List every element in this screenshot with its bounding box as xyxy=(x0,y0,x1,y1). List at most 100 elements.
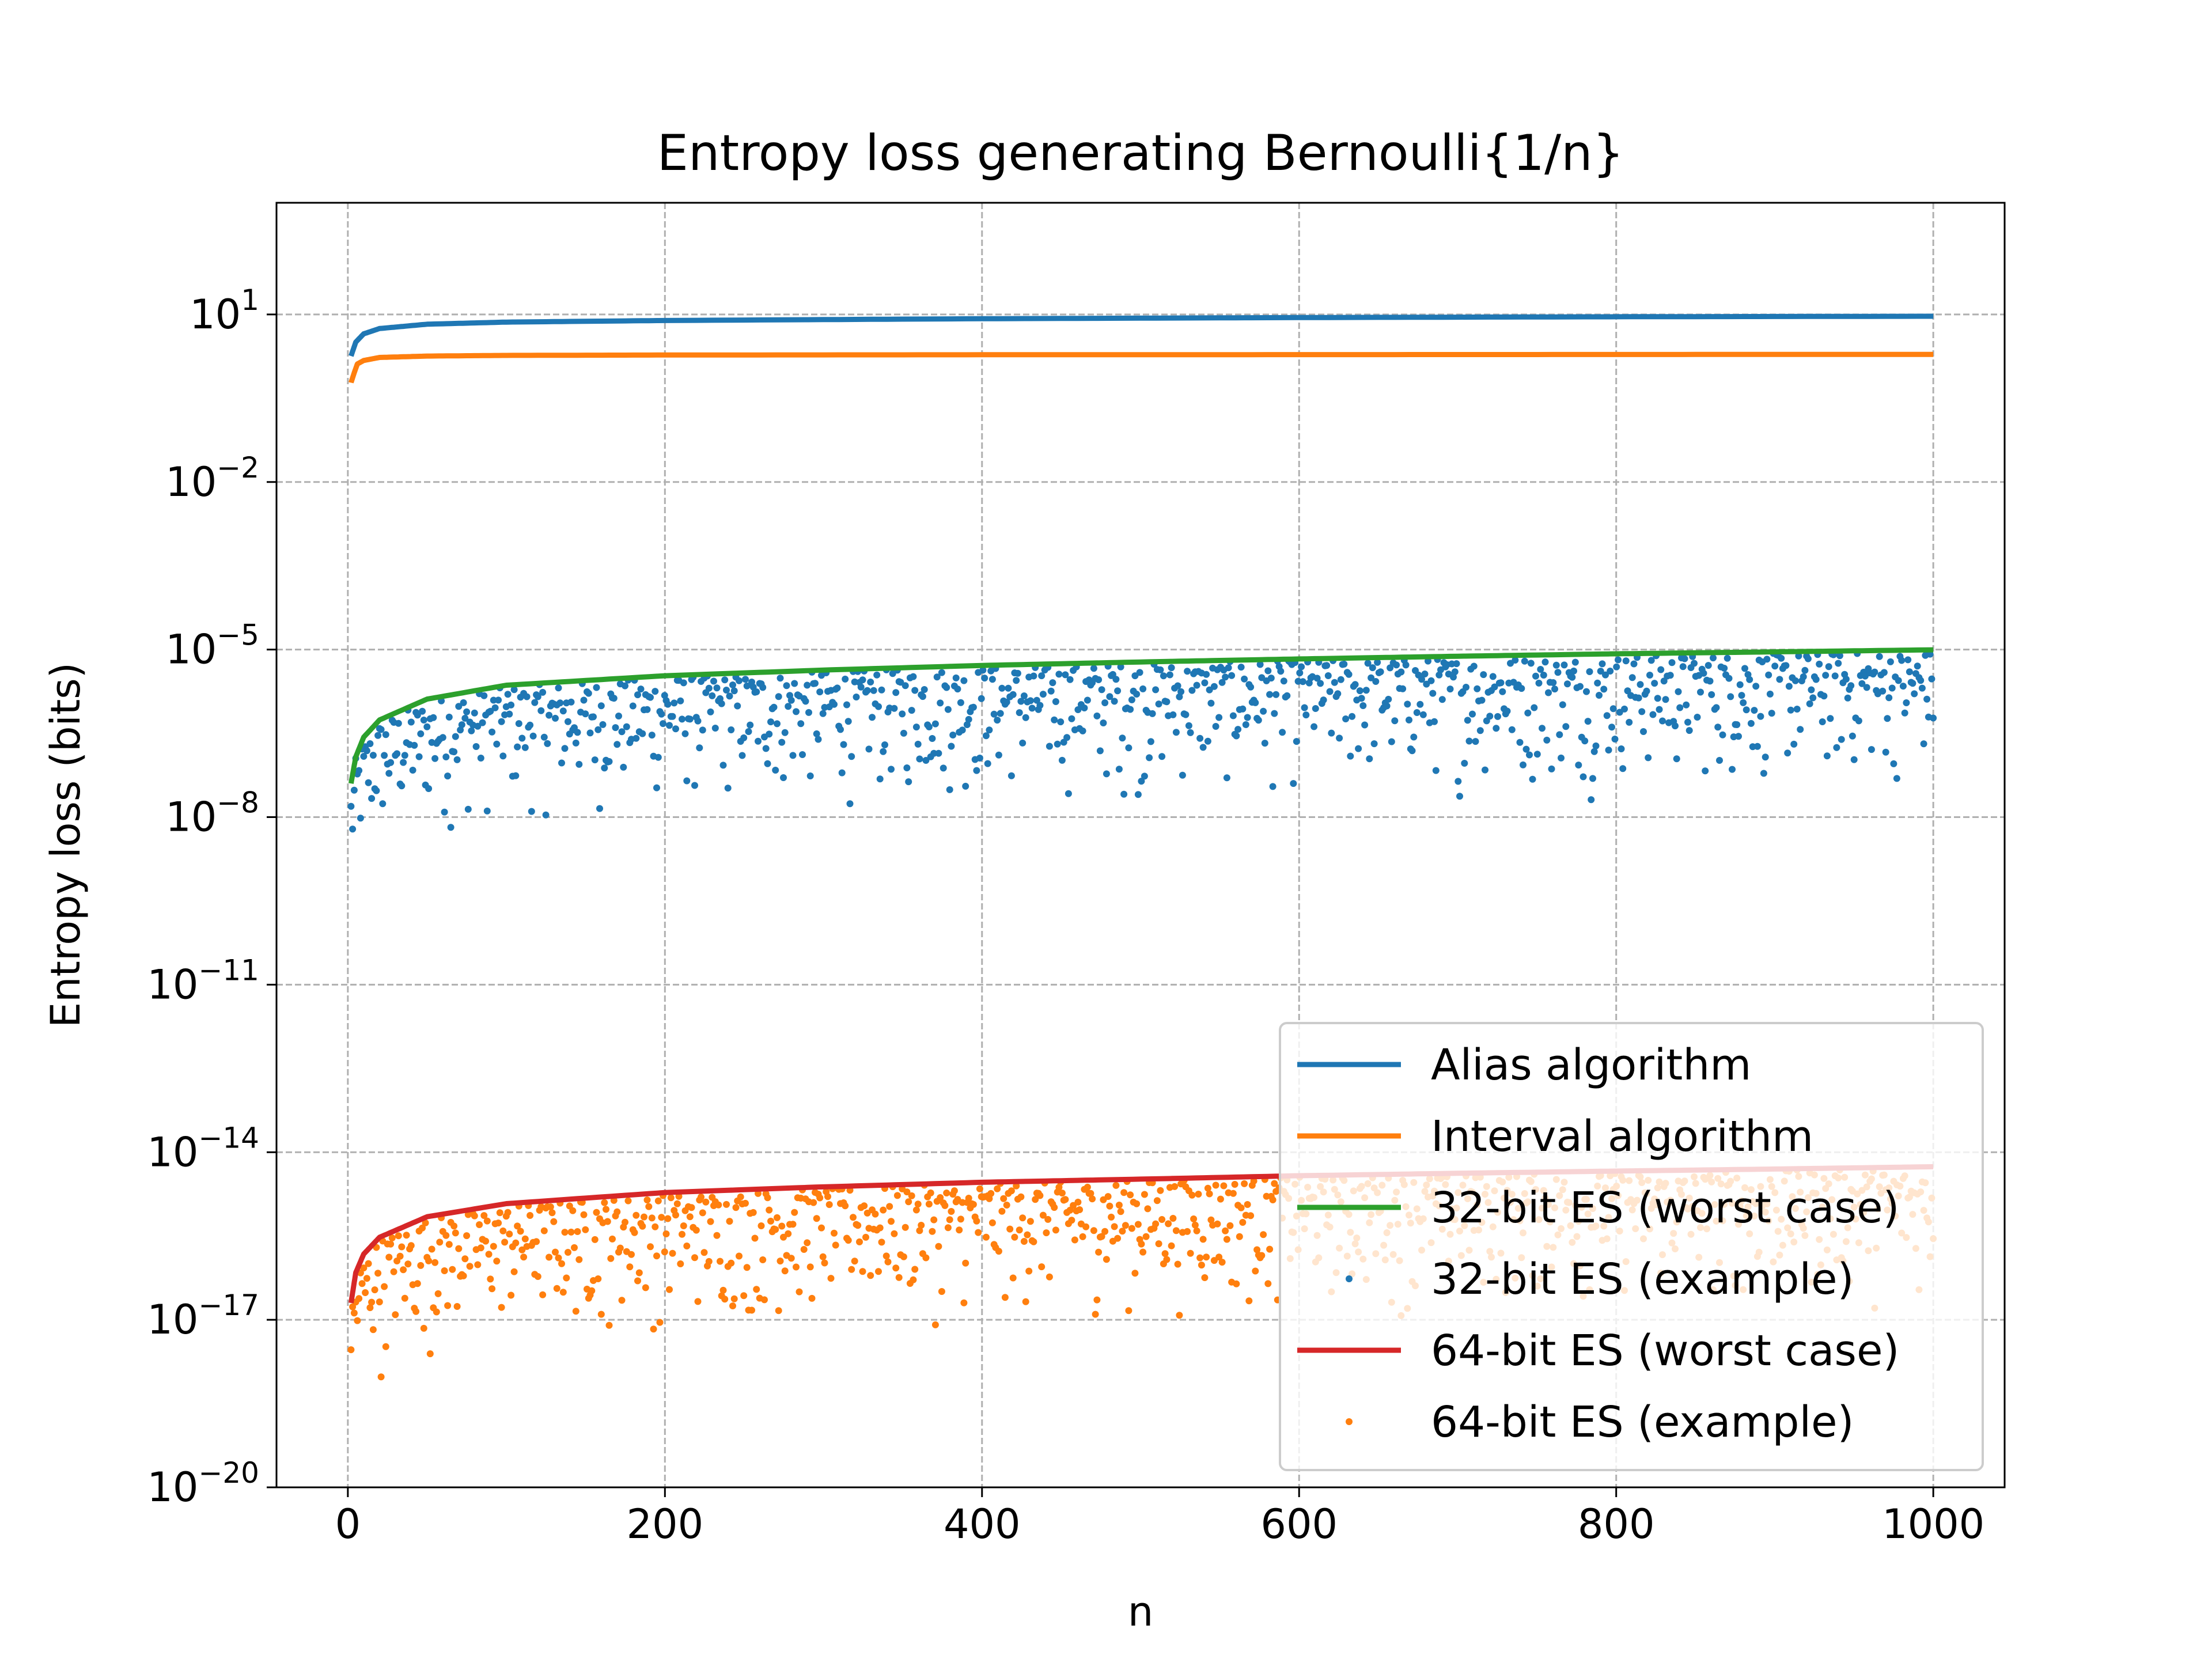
scatter-point xyxy=(1626,718,1633,726)
scatter-point xyxy=(672,1211,679,1219)
scatter-point xyxy=(1577,683,1584,690)
scatter-point xyxy=(1787,706,1794,714)
scatter-point xyxy=(1364,660,1372,667)
scatter-point xyxy=(1188,687,1196,694)
scatter-point xyxy=(449,1266,456,1273)
scatter-point xyxy=(648,1214,656,1222)
scatter-point xyxy=(808,1294,816,1302)
scatter-point xyxy=(1656,706,1663,713)
scatter-point xyxy=(1134,1221,1142,1228)
scatter-point xyxy=(558,759,565,767)
scatter-point xyxy=(781,729,789,736)
y-tick-exponent: −2 xyxy=(217,451,259,484)
scatter-point xyxy=(1168,1242,1175,1249)
scatter-point xyxy=(415,753,423,760)
scatter-point xyxy=(1607,668,1614,675)
scatter-point xyxy=(1152,686,1160,694)
scatter-point xyxy=(580,696,588,704)
scatter-point xyxy=(724,785,732,792)
scatter-point xyxy=(1326,688,1334,695)
scatter-point xyxy=(552,714,559,722)
scatter-point xyxy=(774,720,781,728)
scatter-point xyxy=(426,1350,434,1358)
scatter-point xyxy=(969,1200,977,1208)
scatter-point xyxy=(1177,688,1185,695)
scatter-point xyxy=(1226,1222,1234,1229)
scatter-point xyxy=(1256,661,1264,668)
scatter-point xyxy=(433,1308,440,1316)
scatter-point xyxy=(1016,1226,1023,1234)
scatter-point xyxy=(952,674,960,681)
scatter-point xyxy=(458,721,465,729)
scatter-point xyxy=(518,1246,526,1253)
scatter-point xyxy=(1822,672,1830,679)
scatter-point xyxy=(1619,765,1627,772)
scatter-point xyxy=(848,753,855,760)
scatter-point xyxy=(1410,733,1418,741)
scatter-point xyxy=(1760,770,1767,777)
scatter-point xyxy=(1239,705,1247,713)
scatter-point xyxy=(363,1275,370,1282)
scatter-point xyxy=(777,1257,784,1265)
scatter-point xyxy=(1516,738,1524,746)
scatter-point xyxy=(1084,1183,1091,1191)
x-tick-label: 1000 xyxy=(1882,1501,1984,1548)
scatter-point xyxy=(1250,1177,1257,1185)
scatter-point xyxy=(1416,700,1424,708)
scatter-point xyxy=(1646,672,1653,679)
scatter-point xyxy=(490,696,497,704)
scatter-point xyxy=(1714,724,1722,731)
scatter-point xyxy=(480,1212,488,1219)
scatter-point xyxy=(905,778,912,786)
scatter-point xyxy=(1844,694,1851,702)
scatter-point xyxy=(728,1259,735,1267)
scatter-point xyxy=(1019,1214,1027,1222)
scatter-point xyxy=(540,1227,548,1234)
scatter-point xyxy=(623,723,630,730)
scatter-point xyxy=(988,676,996,683)
scatter-point xyxy=(1101,1228,1109,1235)
scatter-point xyxy=(1413,709,1421,716)
scatter-point xyxy=(944,1224,952,1232)
scatter-point xyxy=(1541,658,1549,666)
scatter-point xyxy=(487,1275,494,1283)
scatter-point xyxy=(677,1260,684,1267)
scatter-point xyxy=(1584,718,1592,725)
scatter-point xyxy=(772,1226,779,1233)
scatter-point xyxy=(1269,783,1277,790)
scatter-point xyxy=(686,715,694,723)
scatter-point xyxy=(400,1266,407,1274)
scatter-point xyxy=(1838,736,1845,743)
scatter-point xyxy=(1463,684,1469,691)
scatter-point xyxy=(680,1222,687,1229)
y-axis-label: Entropy loss (bits) xyxy=(42,662,89,1028)
scatter-point xyxy=(705,684,713,692)
scatter-point xyxy=(1058,1190,1066,1197)
scatter-point xyxy=(1532,672,1539,680)
scatter-point xyxy=(713,684,721,692)
scatter-point xyxy=(620,763,627,771)
scatter-point xyxy=(1337,676,1344,683)
scatter-point xyxy=(1685,727,1693,734)
scatter-point xyxy=(1592,742,1600,749)
scatter-point xyxy=(1149,710,1156,717)
scatter-point xyxy=(1128,696,1135,703)
scatter-point xyxy=(918,1222,925,1229)
scatter-point xyxy=(1090,1227,1097,1234)
scatter-point xyxy=(483,1217,491,1225)
scatter-point xyxy=(1279,729,1286,736)
scatter-point xyxy=(1334,690,1342,698)
scatter-point xyxy=(350,1309,358,1317)
y-tick-label: 10−8 xyxy=(165,786,259,841)
scatter-point xyxy=(707,1218,714,1225)
scatter-point xyxy=(580,1211,588,1218)
scatter-point xyxy=(1397,668,1405,676)
scatter-point xyxy=(1005,684,1012,692)
scatter-point xyxy=(802,698,809,705)
scatter-point xyxy=(1036,1192,1044,1199)
scatter-point xyxy=(688,1204,695,1211)
scatter-point xyxy=(987,1190,995,1197)
scatter-point xyxy=(1418,676,1425,683)
scatter-point xyxy=(1930,714,1937,722)
scatter-point xyxy=(610,695,618,702)
